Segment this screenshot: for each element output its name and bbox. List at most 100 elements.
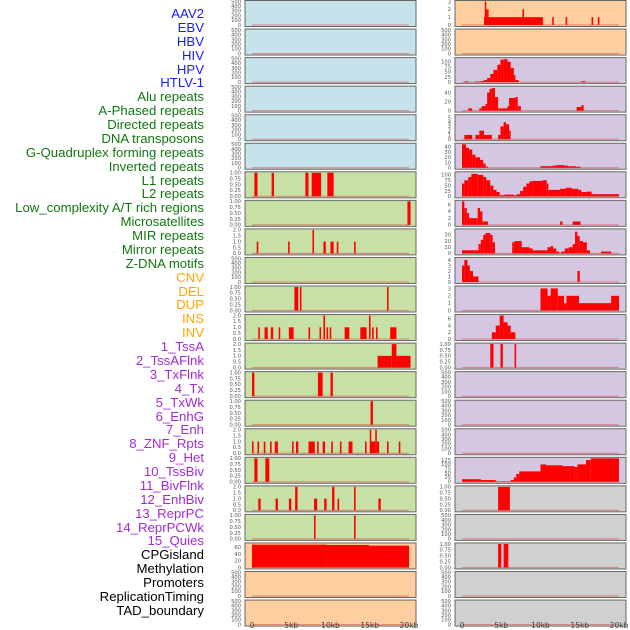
y-tick-label: 200 [231,584,241,590]
track-label: 5_TxWk [155,394,204,410]
y-tick-label: 100 [231,161,241,167]
track-label: AAV2 [171,6,204,21]
y-tick-label: 0.00 [439,508,451,514]
data-bar [500,59,504,83]
track-panel: 012 3 [448,285,627,314]
data-bar [308,441,315,454]
data-bar [252,441,254,454]
x-tick-label: 0 [460,621,465,630]
y-tick-label: 0 [448,337,451,343]
y-tick-label: 1 [448,301,451,307]
data-bar [391,344,397,368]
track-label: 4_Tx [174,380,204,396]
data-bar [552,165,557,168]
data-bar [487,9,489,25]
data-bar [288,498,292,511]
track-label: Mirror repeats [121,241,204,257]
y-tick-label: 100 [231,589,241,595]
data-bar [326,544,369,568]
data-bar [532,180,543,197]
data-bar [568,247,573,254]
y-tick-label: 300 [231,266,241,272]
y-tick-label: 1.00 [439,342,451,348]
data-bar [467,265,470,282]
data-bar [471,173,478,197]
data-bar [462,250,477,254]
panel-background [454,256,627,284]
y-tick-label: 40 [444,145,451,151]
data-bar [505,124,510,140]
data-bar [490,344,494,368]
data-bar [509,130,511,140]
track-label: G-Quadruplex forming repeats [25,144,204,160]
data-bar [548,189,561,197]
panel-background [244,513,417,541]
y-tick-label: 1.0 [233,354,241,360]
data-bar [299,287,302,311]
data-bar [487,78,491,83]
y-tick-label: 1.0 [233,325,241,331]
data-bar [370,401,373,425]
y-tick-label: 1.5 [233,491,241,497]
y-tick-label: 50 [444,183,451,189]
panel-background [454,399,627,427]
y-tick-label: 3 [448,124,451,130]
data-bar [557,295,565,311]
data-bar [564,165,568,168]
y-tick-label: 25 [444,189,451,195]
data-bar [486,180,491,197]
data-bar [464,180,469,197]
y-tick-label: 0.75 [439,548,451,554]
data-bar [577,271,580,282]
y-tick-label: 1.00 [229,199,241,205]
track-panel: 0.000.250.500.751.00 [229,456,417,486]
track-label: Directed repeats [107,117,204,133]
data-bar [472,154,476,168]
y-tick-label: 500 [441,370,451,376]
y-tick-label: 100 [231,132,241,138]
data-bar [368,545,409,568]
data-bar [572,221,581,225]
track-label: 7_Enh [165,422,204,438]
data-bar [499,315,504,340]
y-tick-label: 1.5 [233,348,241,354]
y-tick-label: 0.5 [233,360,241,366]
y-tick-label: 200 [231,13,241,19]
y-tick-label: 400 [231,261,241,267]
data-bar [327,172,334,197]
y-tick-label: 200 [231,71,241,77]
data-bar [464,134,473,140]
data-bar [542,180,547,197]
y-tick-label: 0.75 [229,405,241,411]
y-tick-label: 200 [231,99,241,105]
track-label: HPV [176,61,204,77]
data-bar [523,186,527,197]
y-tick-label: 300 [441,408,451,414]
data-bar [483,17,486,25]
data-bar [365,441,367,454]
panel-background [244,485,417,513]
y-tick-label: 0.50 [229,182,241,188]
track-label: Microsatellites [120,214,204,230]
data-bar [491,332,496,340]
y-tick-label: 0 [448,23,451,29]
y-tick-label: 200 [441,584,451,590]
data-bar [465,147,470,168]
data-bar [611,295,619,311]
data-bar [484,1,487,25]
data-bar [256,241,259,254]
data-bar [574,467,578,482]
y-tick-label: 0.50 [229,211,241,217]
data-bar [332,486,335,511]
data-bar [564,248,569,254]
data-bar [565,17,568,25]
data-bar [258,498,261,511]
y-tick-label: 200 [231,156,241,162]
y-tick-label: 60 [234,545,241,551]
y-tick-label: 100 [231,18,241,24]
y-tick-label: 0.00 [229,480,241,486]
data-bar [407,201,411,225]
data-bar [529,248,533,254]
